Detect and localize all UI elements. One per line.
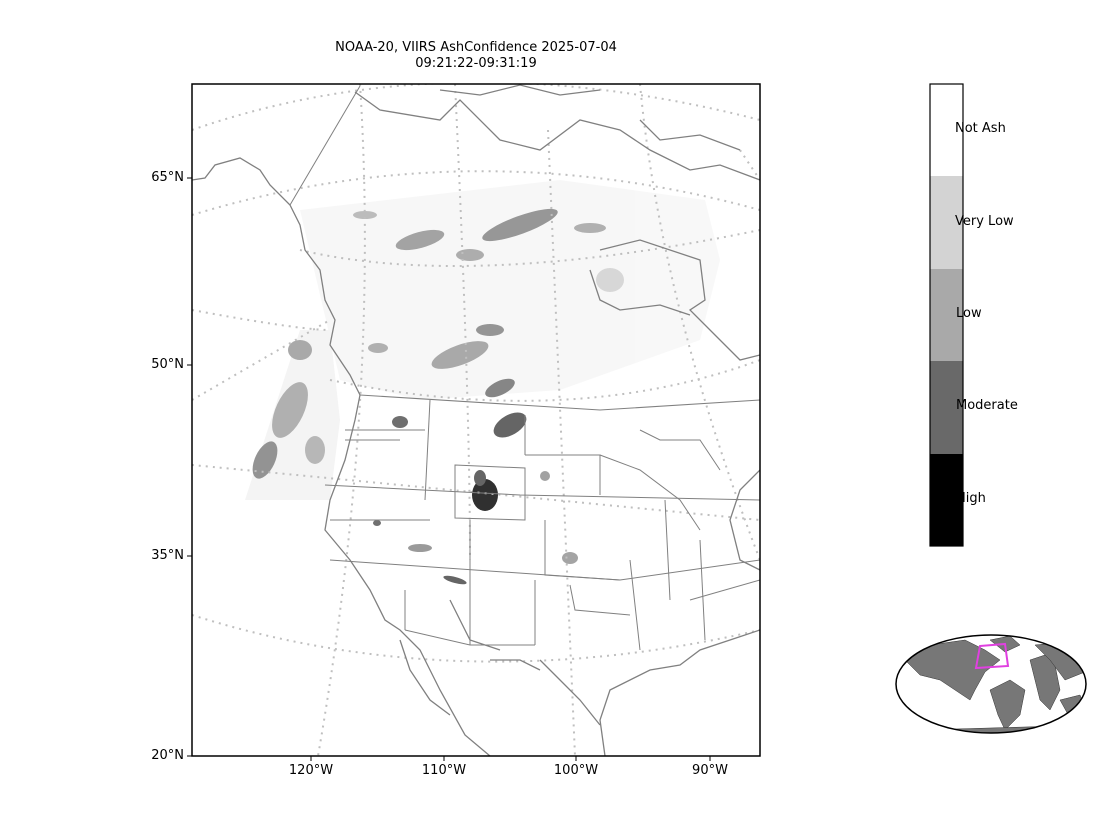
inset-region-box: [974, 642, 1010, 670]
colorbar: [929, 83, 964, 547]
map-frame: [191, 83, 761, 757]
inset-globe: [895, 634, 1087, 734]
lat-label-35n: 35°N: [151, 548, 184, 563]
state-borders: [289, 85, 760, 651]
colorbar-label-high: High: [956, 491, 986, 506]
lat-label-20n: 20°N: [151, 748, 184, 763]
lon-label-120w: 120°W: [288, 763, 334, 778]
lat-label-65n: 65°N: [151, 170, 184, 185]
map-subtitle-time-range: 09:21:22-09:31:19: [415, 56, 537, 71]
lon-label-90w: 90°W: [692, 763, 728, 778]
colorbar-label-not-ash: Not Ash: [955, 121, 1006, 136]
lon-label-100w: 100°W: [553, 763, 599, 778]
colorbar-label-low: Low: [956, 306, 982, 321]
lat-label-50n: 50°N: [151, 357, 184, 372]
colorbar-label-very-low: Very Low: [955, 214, 1014, 229]
map-area: [192, 84, 760, 756]
coastlines: [192, 84, 760, 756]
colorbar-label-moderate: Moderate: [956, 398, 1018, 413]
axis-ticks: [187, 177, 711, 761]
graticule: [192, 84, 760, 756]
lon-label-110w: 110°W: [421, 763, 467, 778]
map-title: NOAA-20, VIIRS AshConfidence 2025-07-04: [335, 40, 617, 55]
ash-swath: [245, 180, 720, 585]
